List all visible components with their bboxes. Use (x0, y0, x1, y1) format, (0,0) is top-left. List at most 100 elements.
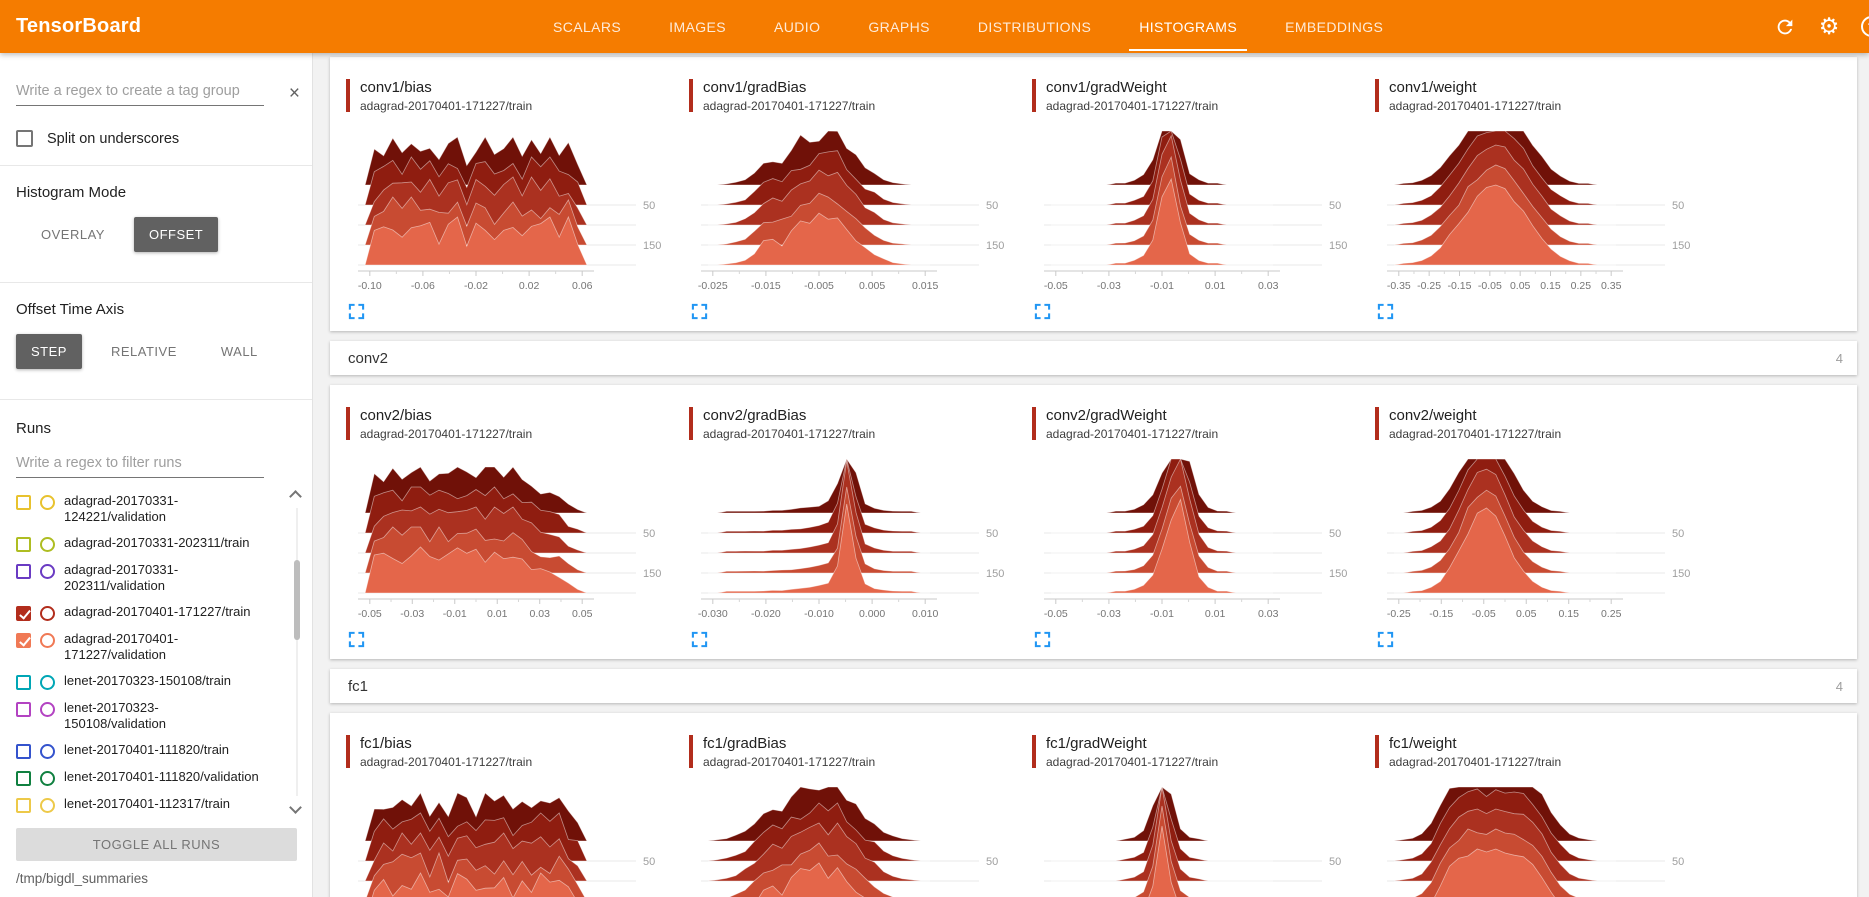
scrollbar-track[interactable] (296, 508, 298, 796)
expand-icon[interactable] (348, 303, 368, 323)
tag-group-header[interactable]: fc1 4 (330, 669, 1857, 703)
settings-gear-icon[interactable]: ⚙ (1818, 13, 1840, 39)
run-radio[interactable] (40, 606, 55, 621)
histogram-chart[interactable]: 50 150 -0.05 -0.03 -0.01 0.01 0.03 0.05 (346, 449, 672, 629)
run-row[interactable]: adagrad-20170331-202311/validation (16, 557, 276, 599)
tab-scalars[interactable]: SCALARS (553, 18, 622, 35)
close-icon[interactable]: × (288, 83, 300, 104)
run-checkbox[interactable] (16, 633, 31, 648)
run-radio[interactable] (40, 633, 55, 648)
run-checkbox[interactable] (16, 495, 31, 510)
histogram-card: conv1/gradWeight adagrad-20170401-171227… (1032, 79, 1367, 323)
runs-list-wrap: adagrad-20170331-124221/validation adagr… (16, 488, 312, 818)
mode-overlay-button[interactable]: OVERLAY (26, 217, 120, 252)
axis-step-button[interactable]: STEP (16, 334, 82, 369)
tag-regex-input[interactable] (16, 79, 264, 106)
scroll-down-icon[interactable] (289, 801, 302, 814)
run-checkbox[interactable] (16, 798, 31, 813)
expand-icon[interactable] (1377, 303, 1397, 323)
histogram-chart[interactable]: 50 150 -0.10 -0.06 -0.02 0.02 0.06 (346, 121, 672, 301)
run-checkbox[interactable] (16, 744, 31, 759)
tag-group-header[interactable]: conv2 4 (330, 341, 1857, 375)
expand-icon[interactable] (691, 303, 711, 323)
run-row[interactable]: lenet-20170401-111820/train (16, 737, 276, 764)
histogram-chart[interactable]: 50 150 -0.05 -0.03 -0.01 0.01 0.03 (1032, 449, 1358, 629)
run-row[interactable]: adagrad-20170401-171227/train (16, 599, 276, 626)
run-row[interactable]: adagrad-20170401-171227/validation (16, 626, 276, 668)
run-label: lenet-20170323-150108/train (64, 673, 231, 688)
run-radio[interactable] (40, 564, 55, 579)
tag-group-card: conv1/bias adagrad-20170401-171227/train… (330, 57, 1857, 331)
axis-relative-button[interactable]: RELATIVE (96, 334, 192, 369)
toggle-all-runs-button[interactable]: TOGGLE ALL RUNS (16, 828, 297, 861)
tab-embeddings[interactable]: EMBEDDINGS (1285, 18, 1384, 35)
run-checkbox[interactable] (16, 606, 31, 621)
nav-icons: ⚙ ? (1773, 0, 1869, 53)
scrollbar-thumb[interactable] (294, 560, 300, 640)
tab-images[interactable]: IMAGES (669, 18, 727, 35)
run-label: adagrad-20170331-124221/validation (64, 493, 179, 524)
offset-time-axis-section: Offset Time Axis STEP RELATIVE WALL (0, 283, 312, 385)
histogram-chart[interactable]: 50 150 -0.025 -0.015 -0.005 0.005 0.015 (689, 121, 1015, 301)
run-row[interactable]: lenet-20170401-112317/train (16, 791, 276, 818)
card-header: conv2/gradWeight adagrad-20170401-171227… (1032, 407, 1367, 441)
run-row[interactable]: adagrad-20170331-202311/train (16, 530, 276, 557)
svg-text:0.03: 0.03 (1258, 608, 1279, 620)
run-checkbox[interactable] (16, 675, 31, 690)
card-title: fc1/gradBias (703, 735, 787, 752)
split-underscores-checkbox[interactable] (16, 130, 33, 147)
tab-histograms[interactable]: HISTOGRAMS (1129, 0, 1247, 53)
histogram-chart[interactable]: 50 150 -0.05 -0.03 -0.01 0.01 0.03 (1032, 121, 1358, 301)
scroll-up-icon[interactable] (289, 490, 302, 503)
tab-graphs[interactable]: GRAPHS (868, 18, 930, 35)
cards-row: conv2/bias adagrad-20170401-171227/train… (346, 407, 1857, 651)
run-radio[interactable] (40, 798, 55, 813)
run-color-bar (346, 735, 350, 768)
run-checkbox[interactable] (16, 564, 31, 579)
run-radio[interactable] (40, 495, 55, 510)
expand-icon[interactable] (1034, 631, 1054, 651)
divider (0, 399, 312, 400)
axis-wall-button[interactable]: WALL (206, 334, 273, 369)
mode-offset-button[interactable]: OFFSET (133, 217, 219, 252)
run-radio[interactable] (40, 744, 55, 759)
histogram-chart[interactable]: 50 150 -0.030 -0.020 -0.010 0.000 0.010 (689, 449, 1015, 629)
run-checkbox[interactable] (16, 771, 31, 786)
svg-text:0.000: 0.000 (859, 608, 885, 620)
run-radio[interactable] (40, 675, 55, 690)
svg-text:-0.010: -0.010 (804, 608, 834, 620)
expand-icon[interactable] (691, 631, 711, 651)
run-color-bar (346, 407, 350, 440)
run-row[interactable]: adagrad-20170331-124221/validation (16, 488, 276, 530)
run-row[interactable]: lenet-20170323-150108/train (16, 668, 276, 695)
run-checkbox[interactable] (16, 702, 31, 717)
svg-text:0.03: 0.03 (1258, 280, 1279, 292)
runs-filter-input[interactable] (16, 451, 264, 478)
run-radio[interactable] (40, 771, 55, 786)
histogram-card: fc1/bias adagrad-20170401-171227/train 5… (346, 735, 681, 897)
histogram-chart[interactable]: 50 150 -0.35 -0.25 -0.15 -0.05 0.05 0.15 0.25 0.3… (1375, 121, 1701, 301)
help-icon[interactable]: ? (1861, 16, 1869, 37)
svg-text:0.015: 0.015 (912, 280, 938, 292)
histogram-chart[interactable]: 50 150 -0.25 -0.15 -0.05 0.05 0.15 0.25 (1375, 449, 1701, 629)
run-radio[interactable] (40, 702, 55, 717)
split-underscores-row[interactable]: Split on underscores (0, 112, 312, 163)
expand-icon[interactable] (1034, 303, 1054, 323)
run-radio[interactable] (40, 537, 55, 552)
runs-scrollbar[interactable] (288, 488, 304, 818)
run-checkbox[interactable] (16, 537, 31, 552)
expand-icon[interactable] (348, 631, 368, 651)
run-row[interactable]: lenet-20170323-150108/validation (16, 695, 276, 737)
expand-icon[interactable] (1377, 631, 1397, 651)
tag-filter-row: × (0, 53, 312, 112)
tab-audio[interactable]: AUDIO (774, 18, 821, 35)
card-title: fc1/gradWeight (1046, 735, 1147, 752)
refresh-icon[interactable] (1773, 15, 1797, 39)
tab-distributions[interactable]: DISTRIBUTIONS (977, 18, 1092, 35)
run-color-bar (346, 79, 350, 112)
run-row[interactable]: lenet-20170401-111820/validation (16, 764, 276, 791)
